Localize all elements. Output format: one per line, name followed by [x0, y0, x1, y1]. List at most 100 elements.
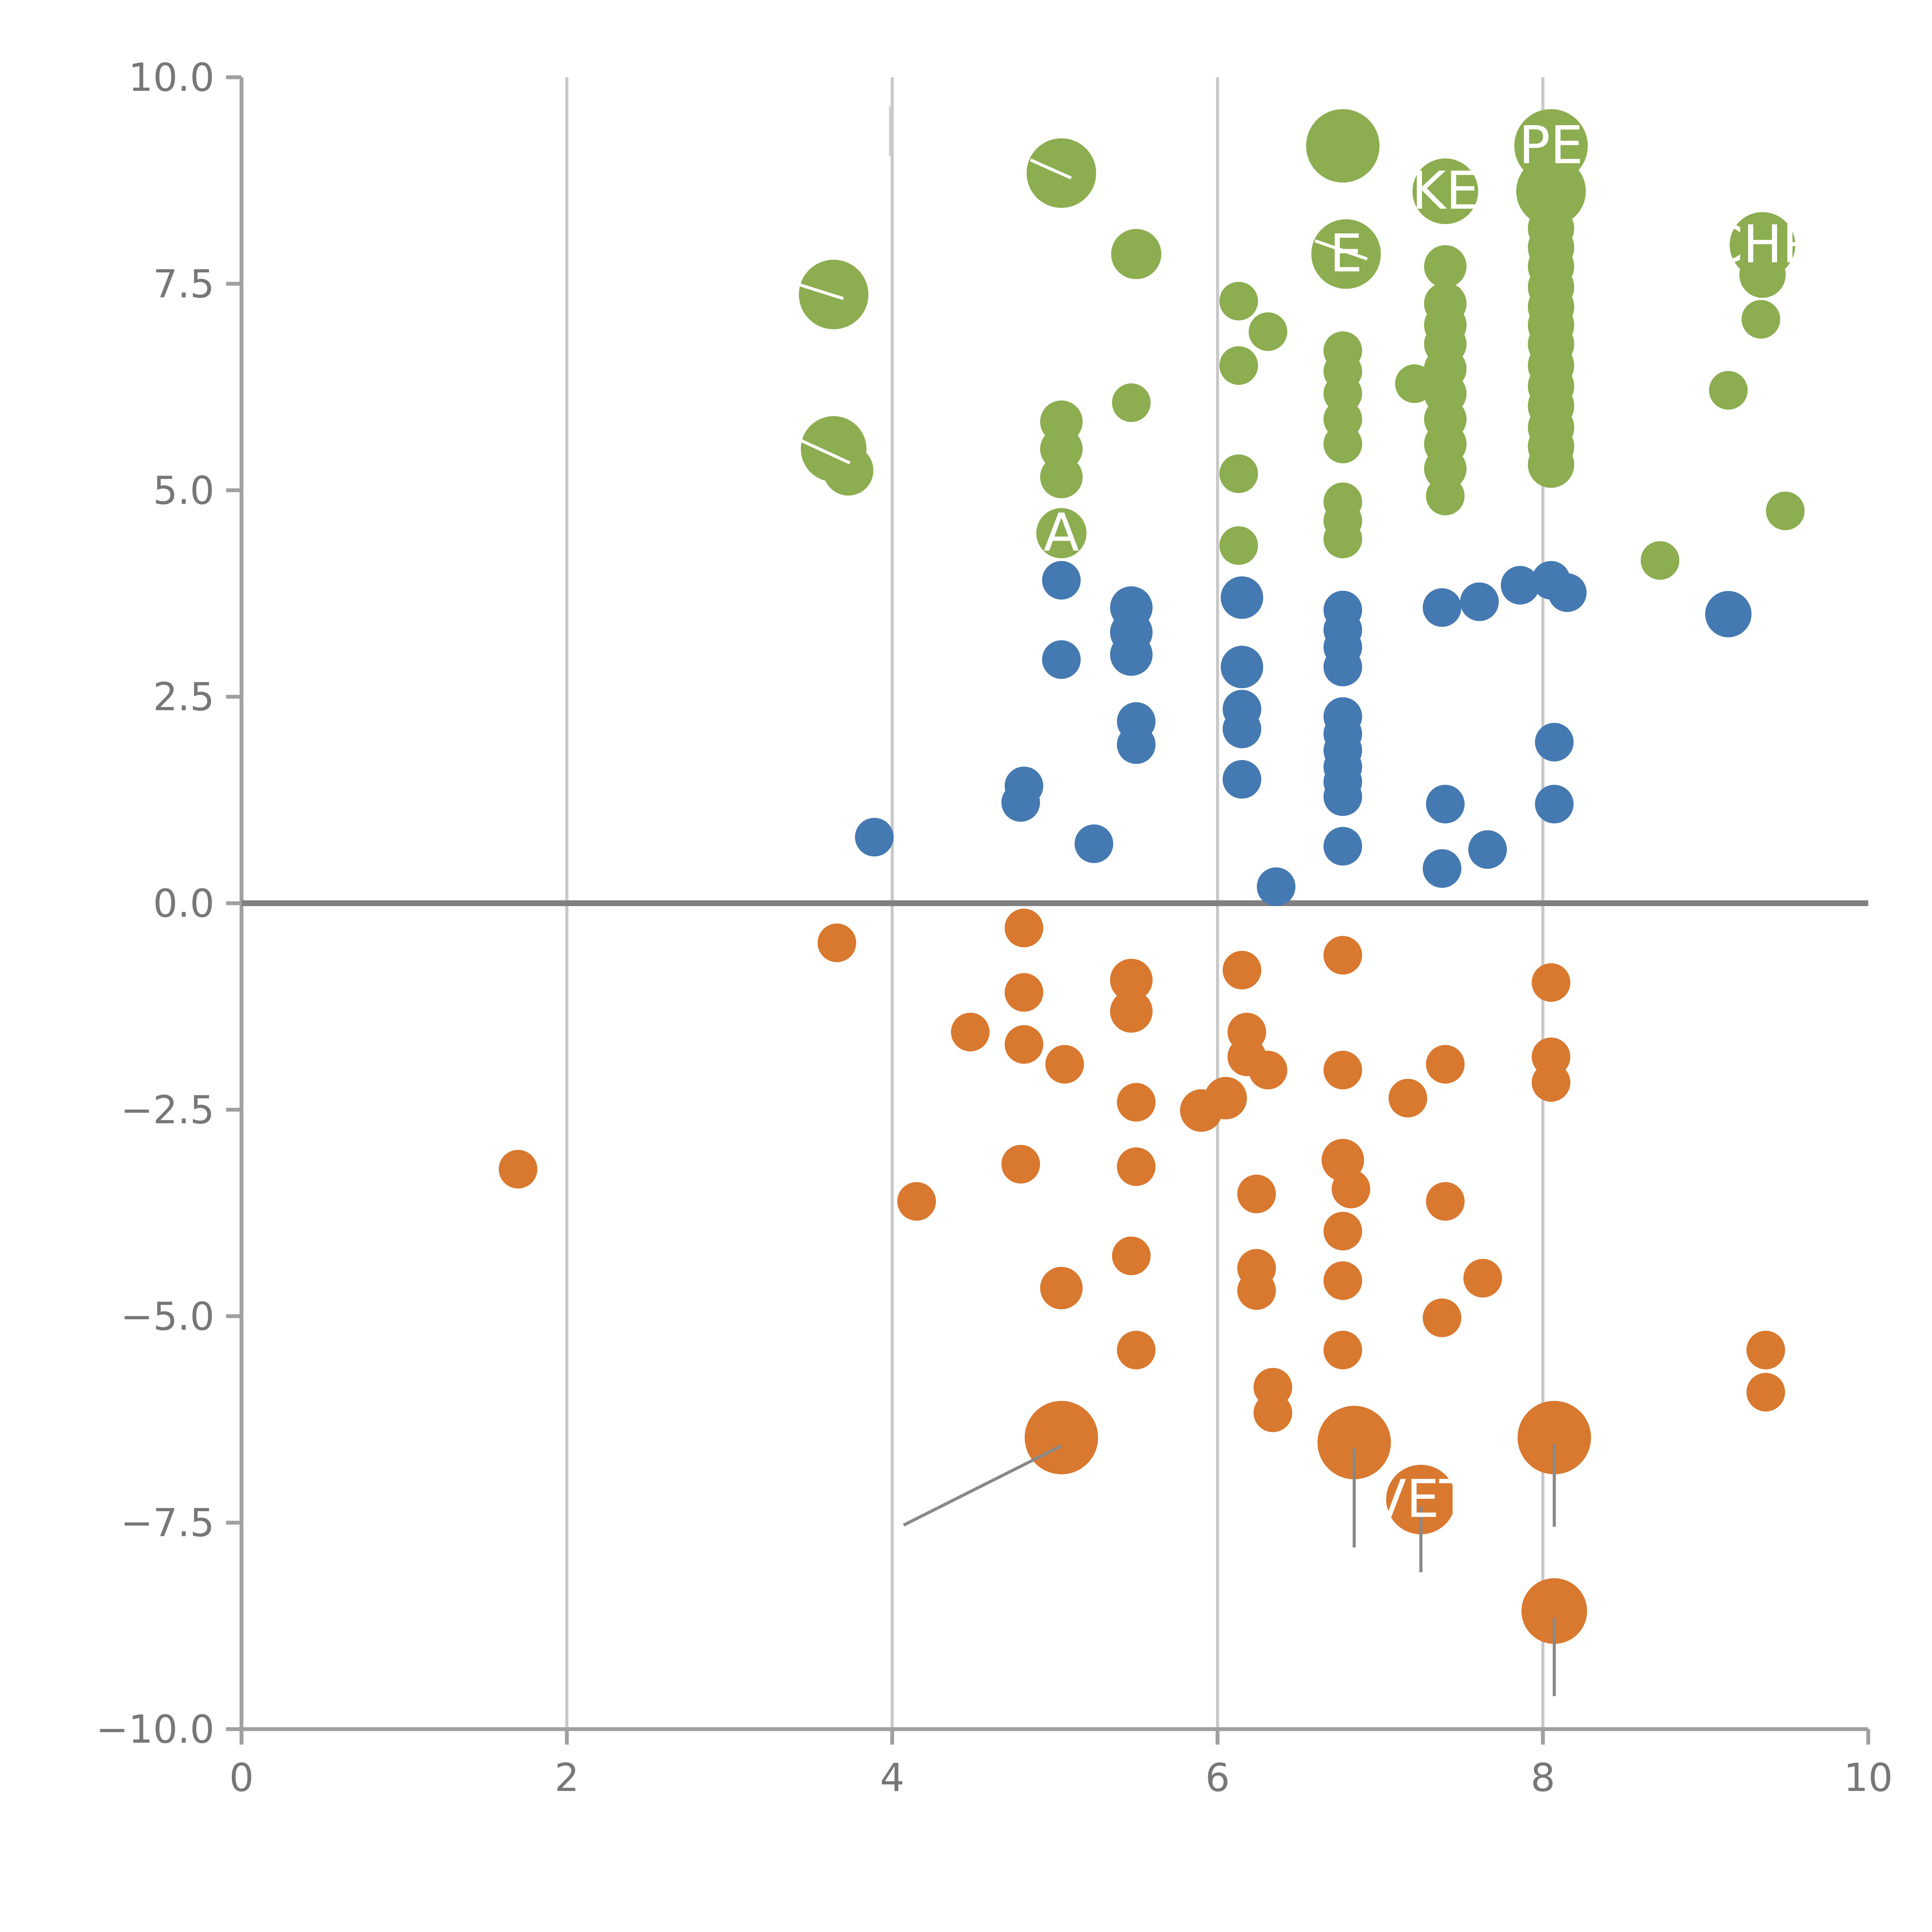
data-point-orange-group[interactable]: [1005, 908, 1044, 947]
data-point-blue-group[interactable]: [1042, 561, 1081, 600]
data-point-green-group[interactable]: [1306, 109, 1380, 183]
data-point-orange-group[interactable]: [1117, 1083, 1156, 1122]
data-point-blue-group[interactable]: [1110, 633, 1153, 676]
data-point-green-group[interactable]: [1742, 300, 1781, 339]
data-point-orange-group[interactable]: [1746, 1330, 1785, 1369]
data-point-blue-group[interactable]: [1323, 827, 1362, 866]
data-point-orange-group[interactable]: [1248, 1051, 1287, 1090]
data-point-orange-group[interactable]: [1426, 1045, 1465, 1084]
data-point-green-group[interactable]: [1112, 383, 1151, 422]
data-point-orange-group[interactable]: [1332, 1170, 1371, 1209]
data-point-green-group[interactable]: [1248, 312, 1287, 351]
data-point-blue-group[interactable]: [1221, 576, 1264, 619]
data-point-orange-group[interactable]: [1422, 1298, 1461, 1337]
data-point-blue-group[interactable]: [1223, 709, 1262, 748]
data-point-blue-group[interactable]: [855, 818, 894, 857]
data-point-blue-group[interactable]: [1468, 830, 1507, 869]
data-point-orange-group[interactable]: [1323, 1330, 1362, 1369]
data-point-orange-group[interactable]: [1253, 1393, 1293, 1432]
data-point-green-group[interactable]: [1412, 158, 1478, 224]
data-point-blue-group[interactable]: [1535, 723, 1574, 762]
data-point-orange-group[interactable]: [1204, 1077, 1247, 1119]
data-point-green-group[interactable]: [1424, 245, 1467, 288]
data-point-blue-group[interactable]: [1501, 566, 1540, 605]
data-point-green-group[interactable]: [1424, 447, 1467, 490]
y-tick-label: 7.5: [153, 261, 214, 306]
data-point-blue-group[interactable]: [1535, 785, 1574, 823]
data-point-green-group[interactable]: [1219, 454, 1258, 493]
data-point-orange-group[interactable]: [1521, 1578, 1587, 1644]
data-point-blue-group[interactable]: [1705, 591, 1752, 638]
data-point-orange-group[interactable]: [1005, 973, 1044, 1012]
data-point-orange-group[interactable]: [817, 923, 856, 963]
data-point-green-group[interactable]: [1766, 492, 1805, 531]
data-point-green-group[interactable]: [1395, 364, 1434, 403]
data-point-blue-group[interactable]: [1548, 573, 1587, 612]
data-point-green-group[interactable]: [1516, 156, 1586, 226]
data-point-blue-group[interactable]: [1426, 785, 1465, 823]
data-point-green-group[interactable]: [1323, 425, 1362, 464]
bubble-label-CHR: CHR: [1707, 214, 1819, 275]
data-point-green-group[interactable]: [1219, 526, 1258, 565]
data-point-green-group[interactable]: [1311, 219, 1381, 289]
data-point-orange-group[interactable]: [1426, 1182, 1465, 1221]
data-point-blue-group[interactable]: [1257, 867, 1296, 906]
data-point-orange-group[interactable]: [1323, 1051, 1362, 1090]
data-point-orange-group[interactable]: [1323, 1212, 1362, 1251]
y-tick-label: −7.5: [121, 1500, 214, 1546]
data-point-orange-group[interactable]: [1040, 1267, 1083, 1310]
data-point-blue-group[interactable]: [1223, 760, 1262, 799]
data-point-blue-group[interactable]: [1001, 783, 1040, 822]
x-tick-label: 0: [229, 1755, 254, 1800]
data-point-orange-group[interactable]: [897, 1182, 936, 1221]
data-point-green-group[interactable]: [1040, 456, 1083, 498]
data-point-green-group[interactable]: [1323, 519, 1362, 558]
data-point-orange-group[interactable]: [1323, 1261, 1362, 1300]
data-point-blue-group[interactable]: [1042, 640, 1081, 679]
data-point-orange-group[interactable]: [1317, 1406, 1391, 1480]
data-point-green-group[interactable]: [1219, 346, 1258, 385]
data-point-orange-group[interactable]: [1532, 963, 1571, 1002]
y-tick-label: 0.0: [153, 881, 214, 926]
data-point-blue-group[interactable]: [1075, 824, 1114, 863]
data-point-orange-group[interactable]: [1117, 1330, 1156, 1369]
data-point-blue-group[interactable]: [1422, 588, 1461, 627]
data-point-orange-group[interactable]: [498, 1150, 537, 1189]
data-point-blue-group[interactable]: [1323, 777, 1362, 816]
data-point-blue-group[interactable]: [1422, 849, 1461, 888]
data-point-green-group[interactable]: [1036, 508, 1087, 558]
data-point-orange-group[interactable]: [1532, 1063, 1571, 1102]
data-point-green-group[interactable]: [1641, 541, 1680, 580]
data-point-orange-group[interactable]: [1388, 1078, 1427, 1117]
data-point-orange-group[interactable]: [1112, 1236, 1151, 1276]
data-point-green-group[interactable]: [1739, 251, 1786, 298]
data-point-green-group[interactable]: [1709, 371, 1748, 410]
data-point-orange-group[interactable]: [1237, 1271, 1276, 1310]
bubble-label-A: A: [1044, 502, 1079, 563]
data-point-blue-group[interactable]: [1323, 648, 1362, 687]
data-point-orange-group[interactable]: [1005, 1025, 1044, 1064]
data-point-blue-group[interactable]: [1221, 646, 1264, 689]
data-point-green-group[interactable]: [1111, 229, 1162, 279]
data-point-orange-group[interactable]: [1746, 1372, 1785, 1412]
data-point-green-group[interactable]: [1528, 441, 1575, 488]
data-point-orange-group[interactable]: [1517, 1401, 1591, 1475]
data-point-orange-group[interactable]: [1045, 1045, 1084, 1084]
data-point-orange-group[interactable]: [1117, 1147, 1156, 1186]
data-point-orange-group[interactable]: [1001, 1145, 1040, 1184]
leader-line-8: [1030, 158, 1072, 180]
data-point-orange-group[interactable]: [1323, 936, 1362, 975]
data-point-orange-group[interactable]: [1386, 1464, 1456, 1534]
data-point-orange-group[interactable]: [1463, 1259, 1502, 1298]
data-point-orange-group[interactable]: [1024, 1401, 1098, 1475]
data-point-green-group[interactable]: [1219, 282, 1258, 321]
data-point-green-group[interactable]: [1426, 476, 1465, 515]
data-point-blue-group[interactable]: [1460, 582, 1499, 621]
y-tick-label: −2.5: [121, 1087, 214, 1133]
data-point-blue-group[interactable]: [1117, 725, 1156, 764]
data-point-orange-group[interactable]: [1110, 990, 1153, 1033]
data-point-orange-group[interactable]: [951, 1012, 990, 1051]
data-point-orange-group[interactable]: [1223, 951, 1262, 990]
data-point-orange-group[interactable]: [1110, 959, 1153, 1002]
data-point-orange-group[interactable]: [1237, 1174, 1276, 1213]
